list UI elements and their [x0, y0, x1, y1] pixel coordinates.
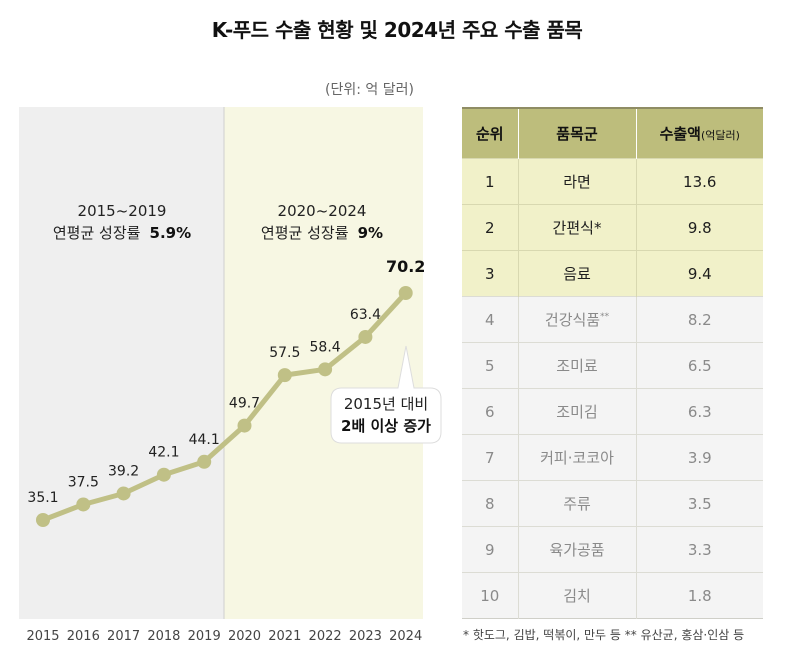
table-row: 4 건강식품** 8.2	[462, 296, 763, 343]
row-rank: 1	[462, 158, 518, 205]
row-rank: 10	[462, 572, 518, 619]
data-point-2022	[318, 362, 333, 377]
data-point-2017	[116, 486, 131, 501]
row-category: 음료	[517, 250, 636, 297]
data-label-2023: 63.4	[350, 307, 381, 323]
row-category: 육가공품	[517, 526, 636, 573]
x-tick-2018: 2018	[147, 629, 180, 644]
footnote: * 핫도그, 김밥, 떡볶이, 만두 등 ** 유산균, 홍삼·인삼 등	[463, 628, 745, 642]
row-value: 1.8	[635, 572, 763, 619]
data-point-2018	[156, 467, 171, 482]
series-layer: 35.1 37.5 39.2 42.1 44.1 49.7 57.5 58.4 63.4 70.2	[27, 257, 425, 527]
series-line	[40, 290, 409, 523]
unit-label: (단위: 억 달러)	[325, 82, 414, 98]
x-tick-2020: 2020	[228, 629, 261, 644]
row-category: 주류	[517, 480, 636, 527]
data-label-2020: 49.7	[229, 396, 260, 412]
period-bg-2015-2019	[19, 107, 224, 619]
data-point-2016	[76, 497, 91, 512]
period2-growth: 연평균 성장률 9%	[261, 223, 383, 242]
row-category-mark: **	[600, 312, 610, 322]
row-rank: 5	[462, 342, 518, 389]
data-label-2015: 35.1	[27, 490, 58, 506]
period1-range: 2015~2019	[78, 202, 167, 220]
data-label-2017: 39.2	[108, 463, 139, 479]
data-point-2021	[277, 368, 292, 383]
data-label-2021: 57.5	[269, 345, 300, 361]
row-rank: 2	[462, 204, 518, 251]
header-exports-unit: (억달러)	[700, 129, 740, 142]
x-tick-2021: 2021	[268, 629, 301, 644]
data-label-2016: 37.5	[68, 474, 99, 490]
table-header-row: 순위 품목군 수출액(억달러)	[462, 108, 763, 159]
line-chart: 2015~2019 연평균 성장률 5.9% 2020~2024 연평균 성장률…	[19, 107, 442, 644]
row-category: 건강식품**	[517, 296, 636, 343]
x-tick-2016: 2016	[67, 629, 100, 644]
table-row: 8 주류 3.5	[462, 480, 763, 527]
page-title: K-푸드 수출 현황 및 2024년 주요 수출 품목	[211, 18, 583, 42]
row-category: 커피·코코아	[517, 434, 636, 481]
x-tick-2017: 2017	[107, 629, 140, 644]
callout: 2015년 대비 2배 이상 증가	[330, 345, 442, 444]
x-tick-2023: 2023	[349, 629, 382, 644]
table-row: 10 김치 1.8	[462, 572, 763, 619]
x-tick-2024: 2024	[389, 629, 422, 644]
period2-growth-label: 연평균 성장률	[261, 224, 349, 242]
row-value: 9.8	[635, 204, 763, 251]
row-category: 조미김	[517, 388, 636, 435]
data-point-2023	[358, 329, 373, 344]
table-row: 9 육가공품 3.3	[462, 526, 763, 573]
data-label-2022: 58.4	[310, 339, 341, 355]
period1-growth-label: 연평균 성장률	[53, 224, 141, 242]
x-tick-2015: 2015	[26, 629, 59, 644]
row-value: 13.6	[635, 158, 763, 205]
row-rank: 7	[462, 434, 518, 481]
row-value: 8.2	[635, 296, 763, 343]
row-category: 김치	[517, 572, 636, 619]
data-label-2024: 70.2	[386, 257, 425, 276]
row-value: 3.3	[635, 526, 763, 573]
table-row: 2 간편식* 9.8	[462, 204, 763, 251]
data-point-2024	[398, 286, 413, 300]
row-value: 3.5	[635, 480, 763, 527]
row-category: 라면	[517, 158, 636, 205]
header-exports: 수출액(억달러)	[635, 108, 763, 159]
data-point-2020	[237, 418, 252, 433]
header-exports-label: 수출액	[659, 125, 701, 143]
row-category-label: 건강식품	[544, 311, 601, 329]
table-row: 6 조미김 6.3	[462, 388, 763, 435]
row-value: 6.5	[635, 342, 763, 389]
header-rank: 순위	[462, 108, 518, 159]
callout-line2: 2배 이상 증가	[341, 417, 431, 435]
row-value: 9.4	[635, 250, 763, 297]
callout-line1: 2015년 대비	[344, 395, 428, 413]
row-rank: 4	[462, 296, 518, 343]
row-rank: 8	[462, 480, 518, 527]
row-rank: 3	[462, 250, 518, 297]
data-point-2019	[197, 454, 212, 469]
row-rank: 9	[462, 526, 518, 573]
period2-range: 2020~2024	[278, 202, 367, 220]
data-label-2019: 44.1	[189, 432, 220, 448]
row-rank: 6	[462, 388, 518, 435]
row-category: 간편식*	[517, 204, 636, 251]
header-category: 품목군	[517, 108, 636, 159]
top-export-items-table: 순위 품목군 수출액(억달러) 1 라면 13.6 2 간편식* 9.8 3 음…	[462, 107, 763, 619]
row-category: 조미료	[517, 342, 636, 389]
x-tick-2022: 2022	[309, 629, 342, 644]
period2-growth-rate: 9%	[358, 224, 383, 242]
table-row: 3 음료 9.4	[462, 250, 763, 297]
table-row: 5 조미료 6.5	[462, 342, 763, 389]
callout-bubble	[330, 345, 442, 444]
data-point-2015	[36, 513, 50, 527]
row-value: 6.3	[635, 388, 763, 435]
x-axis-ticks: 2015 2016 2017 2018 2019 2020 2021 2022 2023 2024	[26, 629, 422, 644]
data-label-2018: 42.1	[148, 445, 179, 461]
x-tick-2019: 2019	[188, 629, 221, 644]
table-row: 1 라면 13.6	[462, 158, 763, 205]
period1-growth-rate: 5.9%	[150, 224, 192, 242]
row-value: 3.9	[635, 434, 763, 481]
table-row: 7 커피·코코아 3.9	[462, 434, 763, 481]
period1-growth: 연평균 성장률 5.9%	[53, 223, 191, 242]
